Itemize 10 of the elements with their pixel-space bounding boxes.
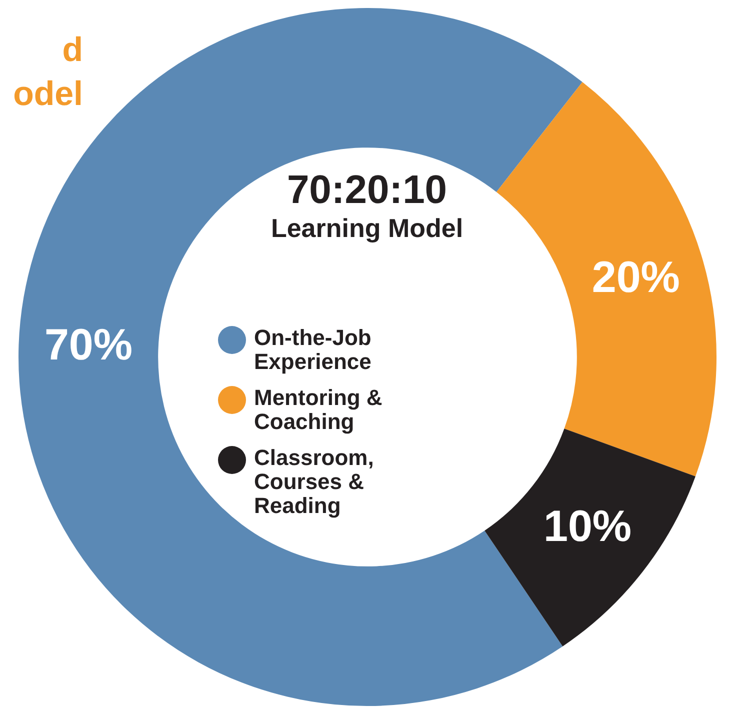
legend-label: On-the-Job Experience xyxy=(254,325,372,374)
text: Learning Model xyxy=(270,213,464,244)
text: d xyxy=(61,30,83,71)
legend-label: Classroom, Courses & Reading xyxy=(254,445,375,518)
legend-label: Mentoring & Coaching xyxy=(254,385,384,434)
text: 70:20:10 xyxy=(286,168,448,213)
text: odel xyxy=(12,74,83,115)
data-label: 10% xyxy=(543,502,632,552)
data-label: 20% xyxy=(592,253,680,302)
data-label: 70% xyxy=(44,320,133,370)
